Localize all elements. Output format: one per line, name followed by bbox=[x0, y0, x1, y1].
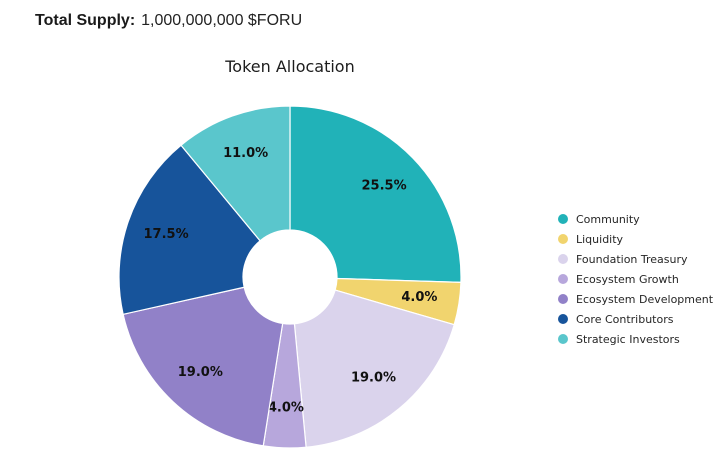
total-supply-value: 1,000,000,000 $FORU bbox=[141, 12, 303, 29]
pie-slice-value-ecosystem-development: 19.0% bbox=[178, 365, 223, 380]
legend-item-ecosystem-growth: Ecosystem Growth bbox=[558, 269, 713, 289]
legend-item-strategic-investors: Strategic Investors bbox=[558, 329, 713, 349]
legend-dot-core-contributors bbox=[558, 314, 568, 324]
pie-slice-value-ecosystem-growth: 4.0% bbox=[268, 400, 304, 415]
legend-dot-ecosystem-development bbox=[558, 294, 568, 304]
pie-slice-value-core-contributors: 17.5% bbox=[144, 227, 189, 242]
legend-dot-strategic-investors bbox=[558, 334, 568, 344]
pie-slice-value-community: 25.5% bbox=[362, 178, 407, 193]
pie-slice-community bbox=[289, 105, 462, 283]
pie-slice-value-foundation-treasury: 19.0% bbox=[351, 370, 396, 385]
legend-label-ecosystem-development: Ecosystem Development bbox=[576, 292, 714, 306]
legend-label-ecosystem-growth: Ecosystem Growth bbox=[576, 272, 679, 286]
total-supply-header: Total Supply: 1,000,000,000 $FORU bbox=[35, 12, 302, 30]
legend-label-strategic-investors: Strategic Investors bbox=[576, 332, 680, 346]
legend-dot-ecosystem-growth bbox=[558, 274, 568, 284]
legend-dot-foundation-treasury bbox=[558, 254, 568, 264]
chart-title: Token Allocation bbox=[225, 57, 355, 76]
pie-slice-value-liquidity: 4.0% bbox=[401, 290, 437, 305]
legend-label-core-contributors: Core Contributors bbox=[576, 312, 674, 326]
legend-item-core-contributors: Core Contributors bbox=[558, 309, 713, 329]
donut-chart: 25.5% 4.0% 19.0% 4.0% 19.0% 17.5% 11.0% bbox=[115, 102, 465, 452]
pie-slice-foundation-treasury bbox=[293, 289, 455, 448]
pie-slice-strategic-investors bbox=[180, 105, 291, 242]
pie-slice-core-contributors bbox=[118, 144, 261, 315]
pie-slice-ecosystem-development bbox=[122, 286, 284, 447]
legend-item-community: Community bbox=[558, 209, 713, 229]
legend-dot-liquidity bbox=[558, 234, 568, 244]
pie-slice-value-strategic-investors: 11.0% bbox=[223, 146, 268, 161]
legend-dot-community bbox=[558, 214, 568, 224]
chart-legend: Community Liquidity Foundation Treasury Eco… bbox=[558, 209, 713, 349]
legend-item-liquidity: Liquidity bbox=[558, 229, 713, 249]
legend-item-ecosystem-development: Ecosystem Development bbox=[558, 289, 713, 309]
total-supply-label: Total Supply: bbox=[35, 12, 136, 29]
legend-item-foundation-treasury: Foundation Treasury bbox=[558, 249, 713, 269]
legend-label-foundation-treasury: Foundation Treasury bbox=[576, 252, 688, 266]
legend-label-liquidity: Liquidity bbox=[576, 232, 624, 246]
legend-label-community: Community bbox=[576, 212, 640, 226]
donut-chart-svg: 25.5% 4.0% 19.0% 4.0% 19.0% 17.5% 11.0% bbox=[118, 105, 462, 449]
